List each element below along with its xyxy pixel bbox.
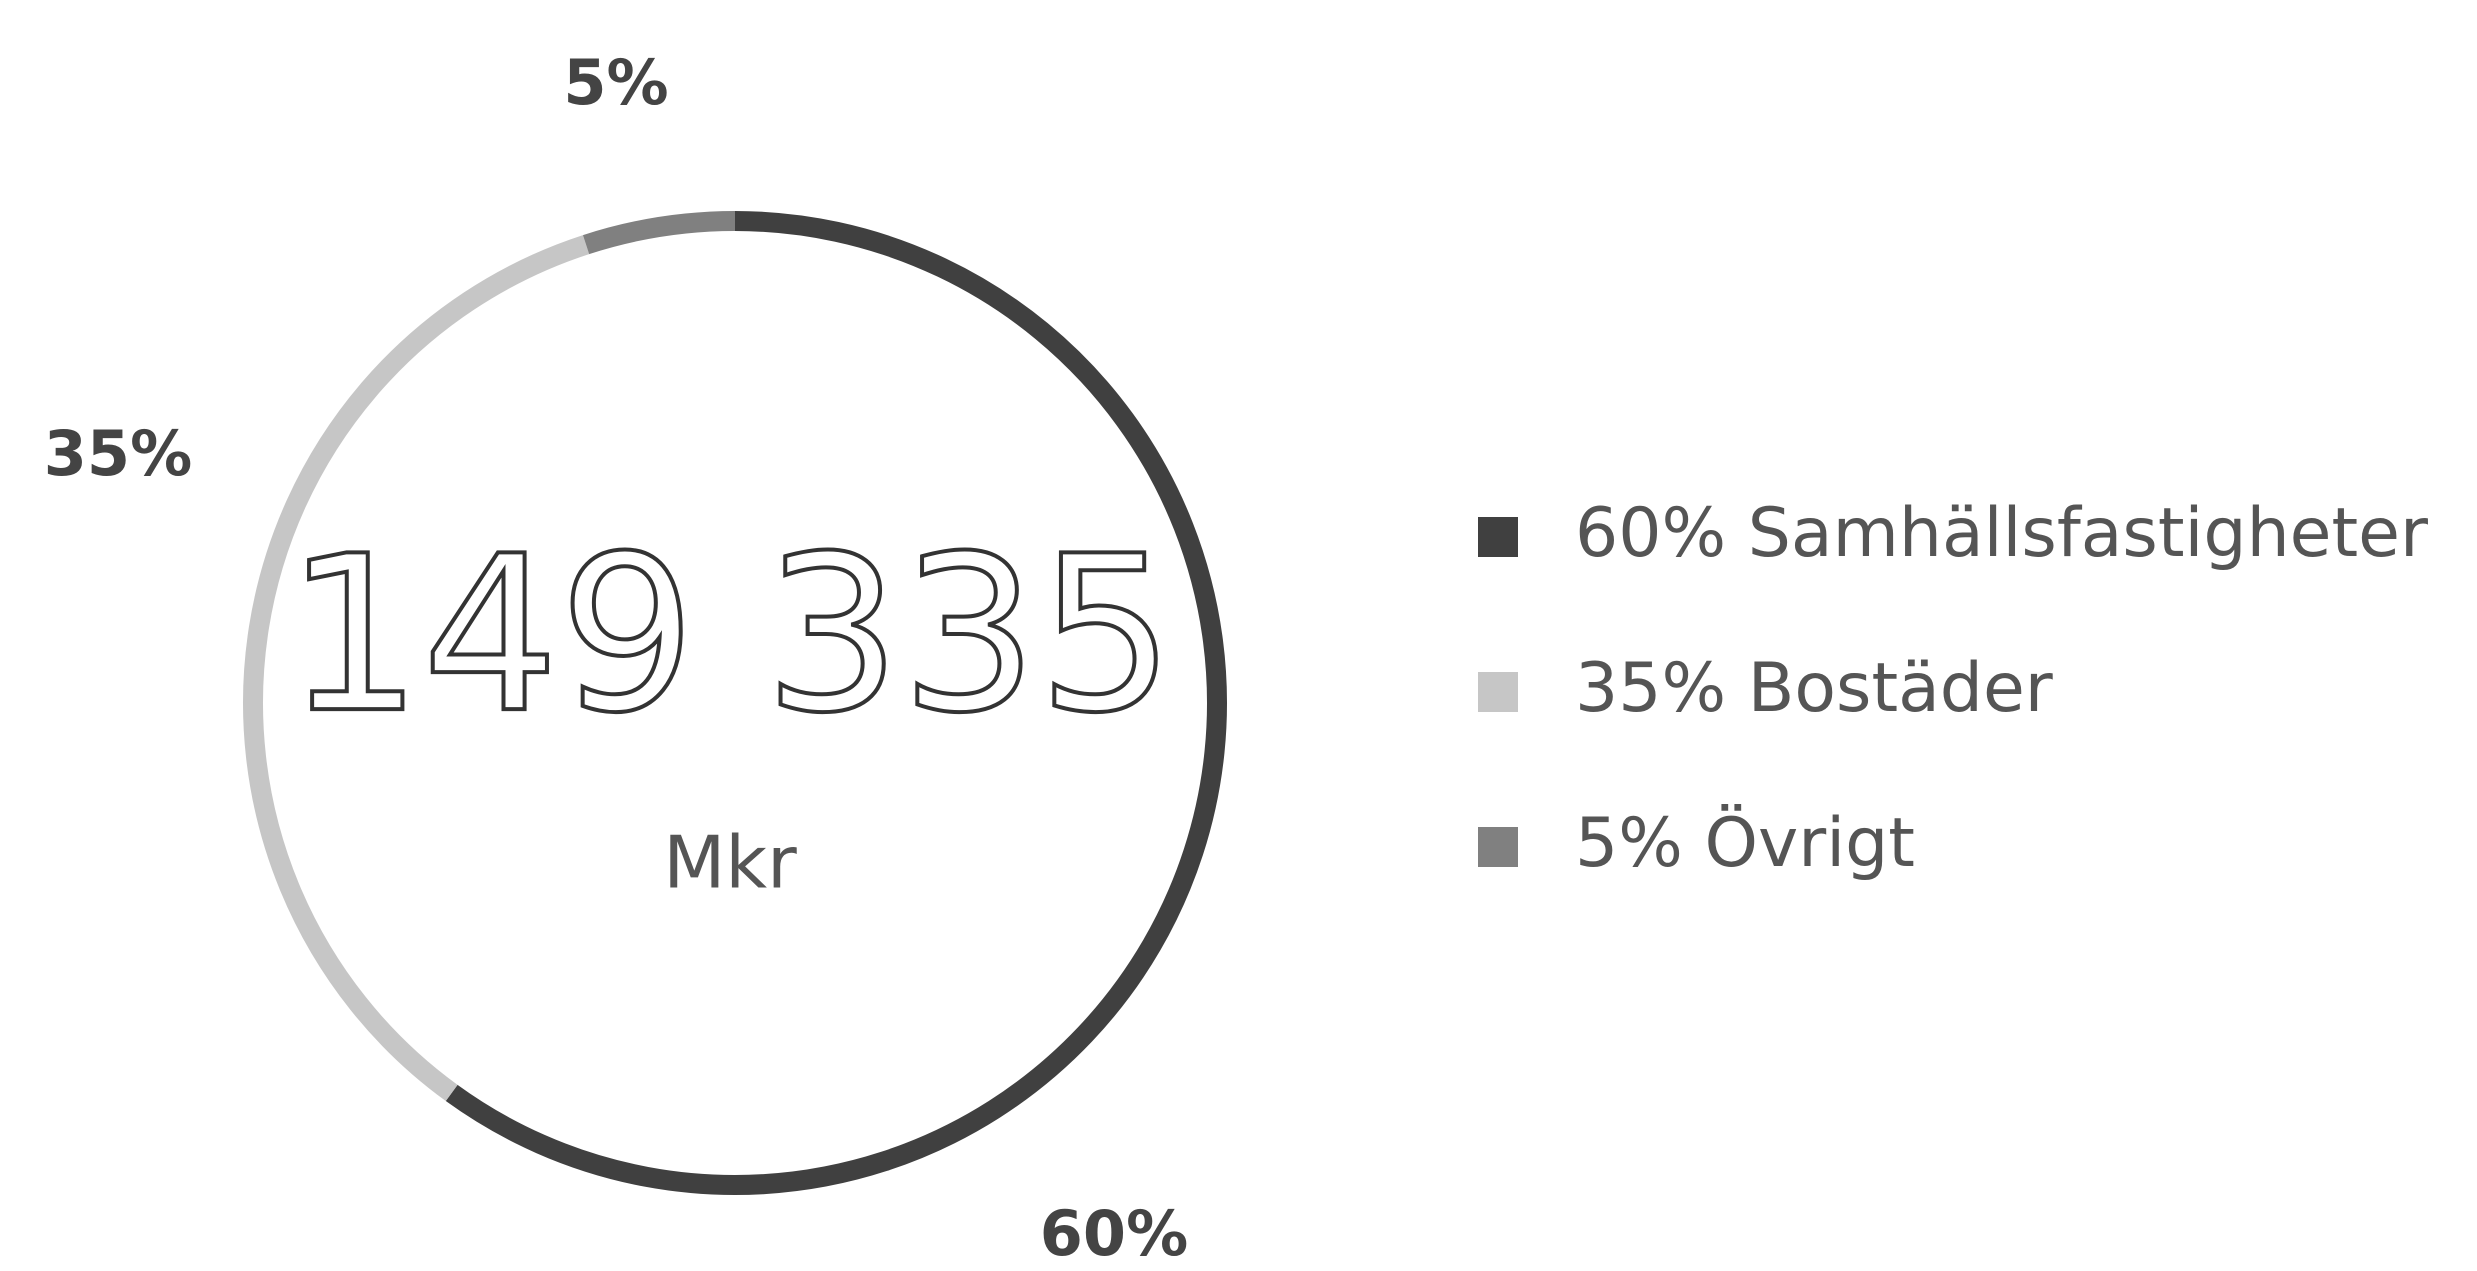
legend-text: 5% Övrigt — [1575, 804, 1915, 883]
legend-value: 35% — [1575, 649, 1726, 728]
legend-text: 35% Bostäder — [1575, 649, 2053, 728]
legend-text: 60% Samhällsfastigheter — [1575, 494, 2428, 573]
legend-value: 60% — [1575, 494, 1726, 573]
legend-name: Samhällsfastigheter — [1748, 494, 2428, 573]
donut-slice — [582, 211, 736, 255]
legend-swatch — [1478, 672, 1518, 712]
slice-label: 35% — [44, 417, 192, 490]
center-unit: Mkr — [663, 821, 797, 905]
slice-label: 5% — [563, 46, 668, 119]
legend-swatch — [1478, 517, 1518, 557]
center-value: 149 335 — [285, 509, 1174, 760]
legend-name: Övrigt — [1705, 804, 1915, 883]
slice-label: 60% — [1040, 1197, 1188, 1270]
donut-slice — [243, 235, 590, 1102]
legend-value: 5% — [1575, 804, 1683, 883]
legend-name: Bostäder — [1748, 649, 2053, 728]
legend-swatch — [1478, 827, 1518, 867]
donut-slice — [445, 211, 1227, 1195]
